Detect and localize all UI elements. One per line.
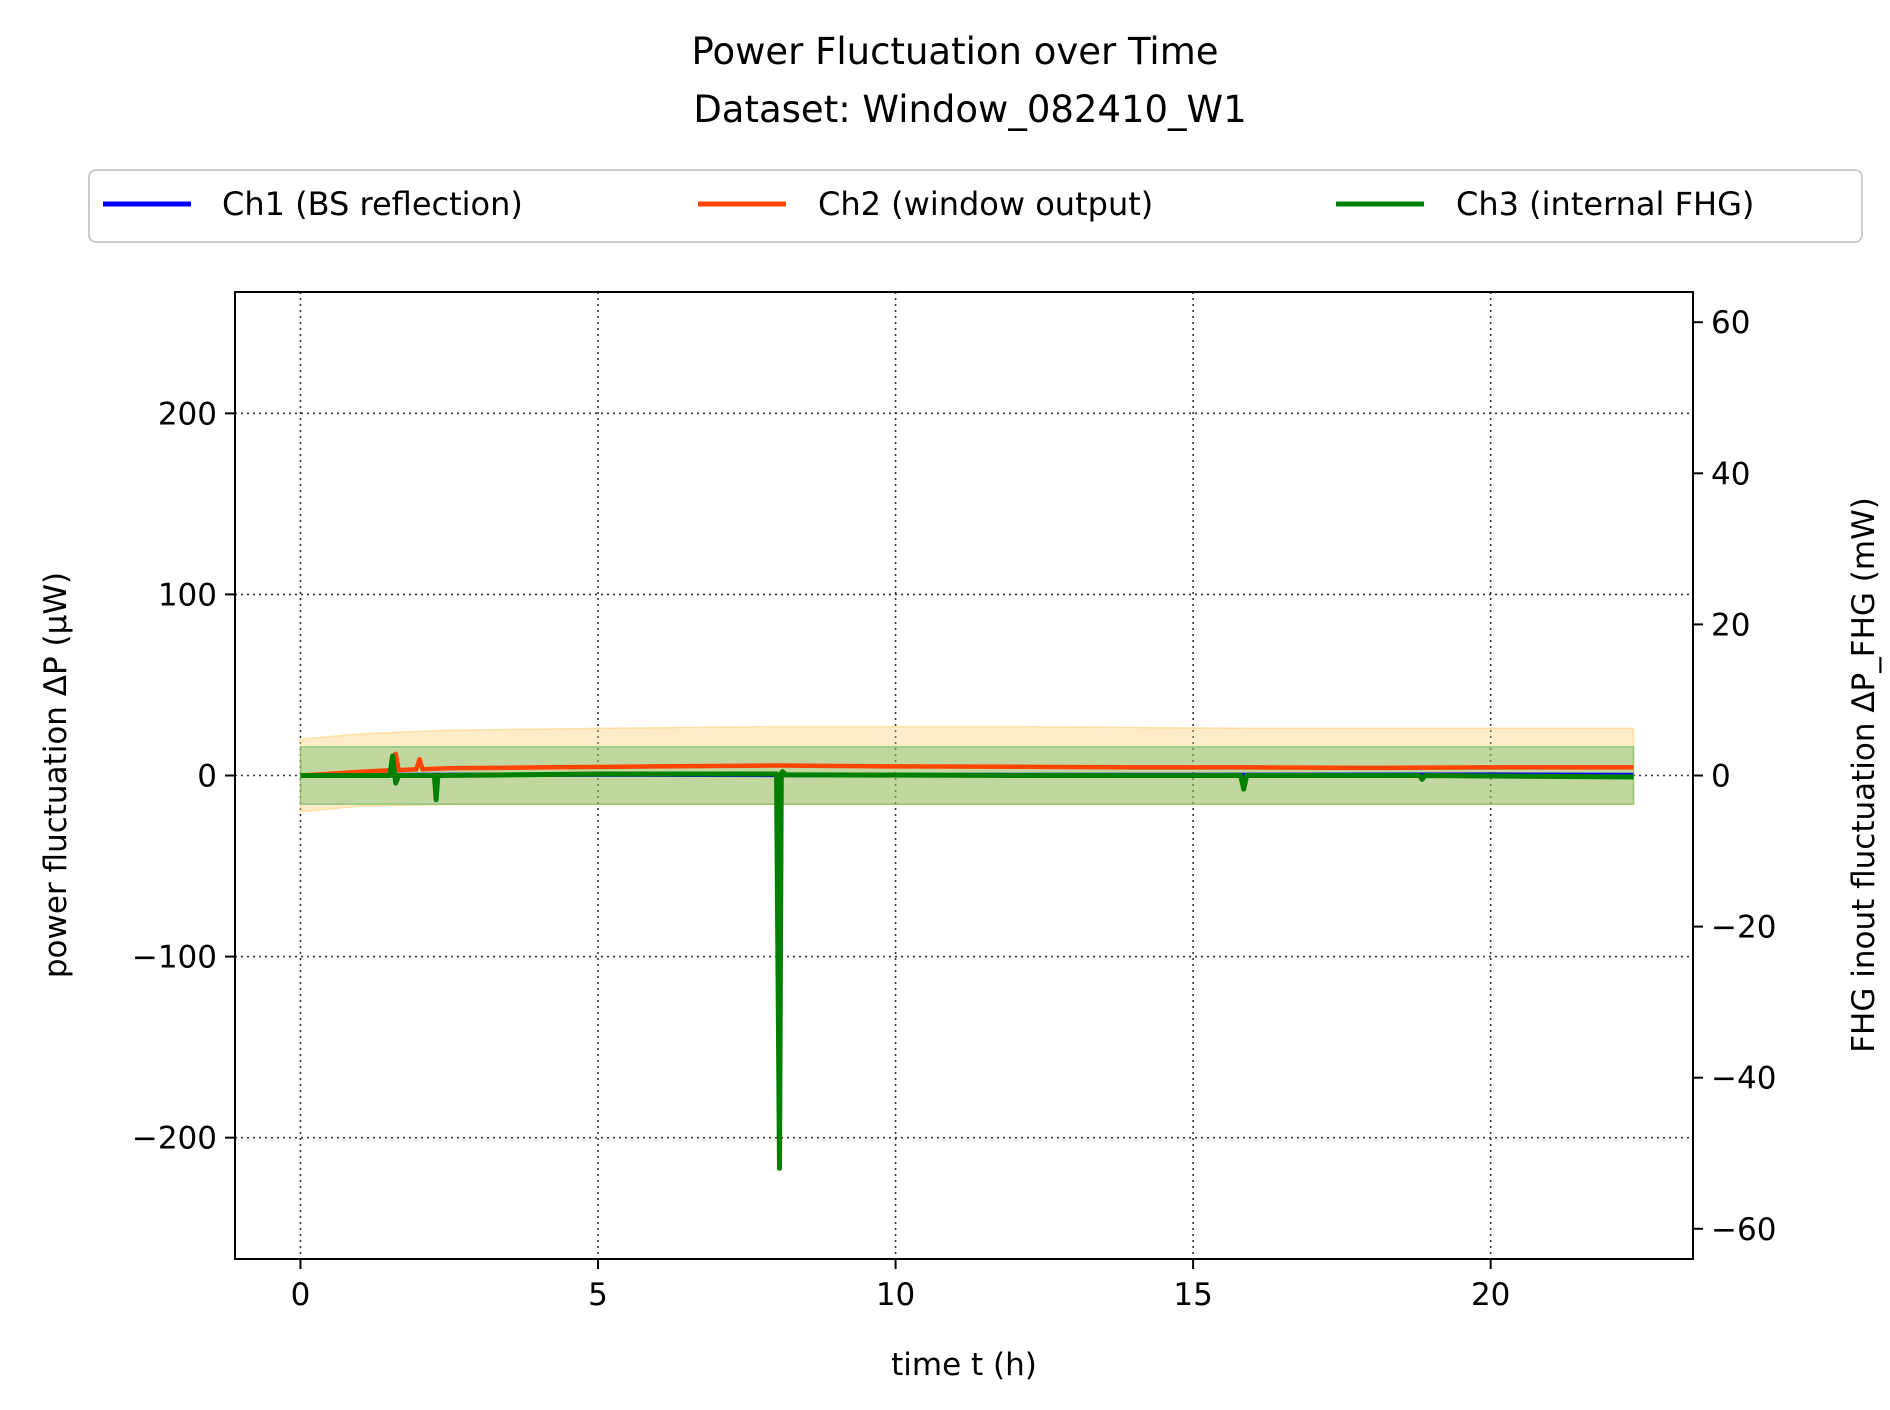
y-tick-label-4: 200 <box>158 396 217 432</box>
y-right-tick-label-6: 60 <box>1711 305 1750 341</box>
y-right-tick-label-2: −20 <box>1711 910 1776 946</box>
x-tick-label-3: 15 <box>1173 1277 1212 1313</box>
y-right-tick-label-0: −60 <box>1711 1212 1776 1248</box>
y-tick-label-3: 100 <box>158 577 217 613</box>
x-axis-label: time t (h) <box>891 1347 1037 1383</box>
y-tick-label-0: −200 <box>132 1121 217 1157</box>
series-line-ch3 <box>300 753 1634 1171</box>
x-tick-label-2: 10 <box>876 1277 915 1313</box>
legend-label-ch2: Ch2 (window output) <box>818 185 1153 223</box>
legend-frame <box>88 169 1863 243</box>
legend: Ch1 (BS reflection) Ch2 (window output) … <box>88 169 1863 243</box>
y-tick-label-2: 0 <box>197 759 217 795</box>
legend-label-ch3: Ch3 (internal FHG) <box>1456 185 1754 223</box>
series-lines <box>300 751 1634 1171</box>
y-right-tick-label-1: −40 <box>1711 1061 1776 1097</box>
x-tick-label-0: 0 <box>291 1277 311 1313</box>
chart-title: Power Fluctuation over Time <box>691 30 1218 73</box>
x-tick-label-1: 5 <box>588 1277 608 1313</box>
y-right-tick-label-5: 40 <box>1711 456 1750 492</box>
y-axis-label-right: FHG inout fluctuation ΔP_FHG (mW) <box>1846 497 1882 1053</box>
legend-label-ch1: Ch1 (BS reflection) <box>222 185 523 223</box>
y-right-tick-label-4: 20 <box>1711 607 1750 643</box>
y-axis-label: power fluctuation ΔP (μW) <box>38 572 74 978</box>
chart-subtitle: Dataset: Window_082410_W1 <box>693 88 1246 131</box>
y-tick-label-1: −100 <box>132 940 217 976</box>
x-tick-label-4: 20 <box>1471 1277 1510 1313</box>
grid <box>235 292 1693 1259</box>
y-right-tick-label-3: 0 <box>1711 759 1731 795</box>
